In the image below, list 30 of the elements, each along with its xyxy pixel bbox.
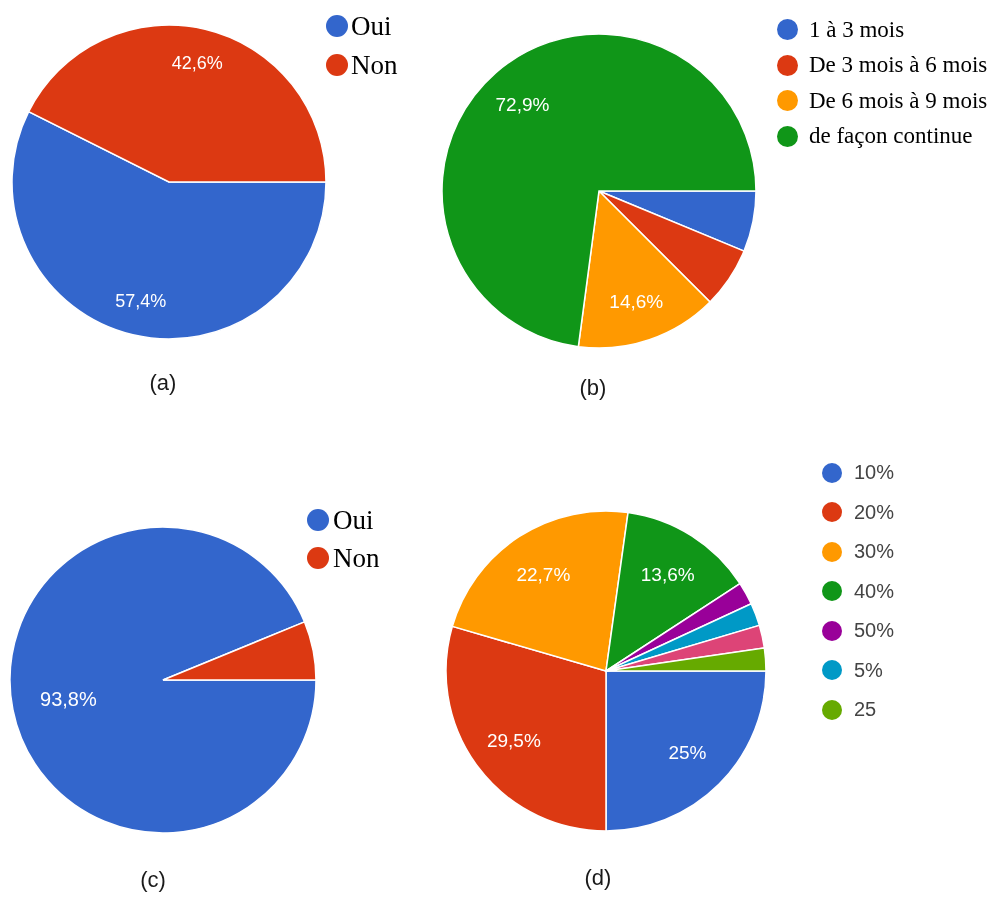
text: (a) bbox=[148, 369, 178, 397]
data-label: 42,6% bbox=[171, 52, 223, 73]
legend-label: Non bbox=[351, 49, 398, 81]
legend-label: 5% bbox=[854, 658, 883, 682]
data-label: 13,6% bbox=[640, 563, 695, 585]
legend-label: 25 bbox=[854, 698, 877, 722]
text: (b) bbox=[578, 374, 608, 402]
legend-label: De 6 mois à 9 mois bbox=[809, 87, 988, 114]
data-label: 25% bbox=[668, 741, 707, 763]
legend-label: 50% bbox=[854, 619, 895, 643]
legend-label: Oui bbox=[351, 10, 392, 42]
legend-label: De 3 mois à 6 mois bbox=[809, 52, 988, 79]
text: (d) bbox=[583, 864, 613, 892]
legend-label: 40% bbox=[854, 579, 895, 603]
data-label: 22,7% bbox=[516, 563, 571, 585]
legend-label: 10% bbox=[854, 461, 895, 485]
legend-label: de façon continue bbox=[809, 123, 973, 150]
data-label: 14,6% bbox=[609, 290, 664, 312]
text: (c) bbox=[139, 866, 167, 894]
pie-slice bbox=[9, 526, 317, 834]
data-label: 29,5% bbox=[486, 729, 541, 751]
legend-label: Non bbox=[333, 542, 380, 574]
data-label: 57,4% bbox=[115, 291, 167, 312]
legend-label: 20% bbox=[854, 500, 895, 524]
pie-slice bbox=[441, 33, 757, 348]
legend-label: 1 à 3 mois bbox=[809, 16, 905, 43]
legend-label: Oui bbox=[333, 504, 374, 536]
data-label: 72,9% bbox=[495, 93, 550, 115]
legend-label: 30% bbox=[854, 540, 895, 564]
data-label: 93,8% bbox=[40, 687, 97, 710]
